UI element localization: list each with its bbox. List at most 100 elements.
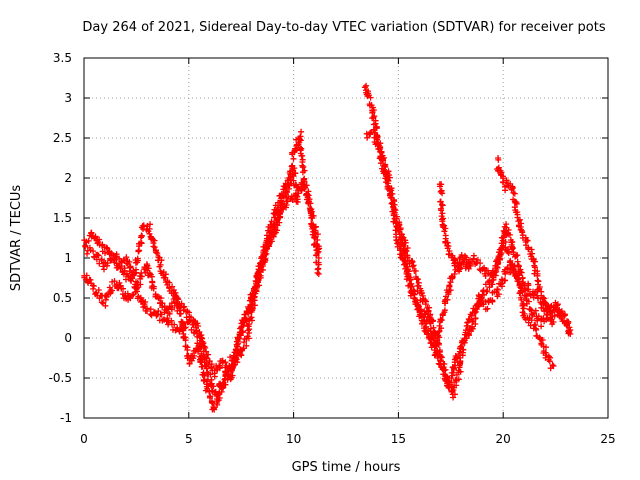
data-point — [120, 285, 126, 292]
data-point — [449, 372, 456, 379]
data-point — [171, 321, 178, 328]
data-point — [102, 302, 109, 309]
data-point — [302, 184, 309, 191]
data-point — [137, 281, 144, 288]
data-point — [253, 287, 260, 293]
data-point — [505, 250, 512, 256]
data-point — [436, 334, 443, 341]
series-track-8 — [494, 155, 574, 337]
data-point — [217, 363, 223, 370]
data-point — [279, 199, 286, 206]
data-point — [138, 273, 145, 280]
x-tick-label: 10 — [286, 432, 301, 446]
data-point — [186, 318, 193, 325]
data-point — [124, 290, 131, 297]
data-point — [530, 258, 537, 265]
data-point — [311, 234, 318, 240]
data-point — [158, 257, 165, 264]
data-point — [439, 190, 446, 197]
data-point — [297, 137, 304, 144]
y-tick-label: 3 — [64, 91, 72, 105]
data-point — [154, 250, 161, 257]
data-point — [235, 335, 241, 342]
data-point — [418, 312, 425, 319]
data-point — [484, 288, 491, 294]
data-point — [293, 193, 300, 199]
data-point — [210, 383, 217, 390]
data-point — [309, 225, 316, 232]
data-point — [444, 245, 451, 252]
data-point — [535, 278, 542, 285]
data-point — [522, 234, 529, 241]
data-point — [292, 145, 298, 152]
data-point — [557, 309, 564, 316]
data-point — [372, 130, 379, 136]
data-point — [147, 306, 154, 313]
x-tick-label: 15 — [391, 432, 406, 446]
data-point — [195, 348, 201, 355]
data-point — [104, 260, 111, 267]
data-point — [138, 234, 144, 241]
data-point — [460, 346, 467, 353]
data-point — [532, 307, 539, 314]
data-point — [372, 120, 379, 127]
data-point — [369, 109, 376, 116]
data-point — [446, 283, 453, 290]
y-tick-label: 0 — [64, 331, 72, 345]
data-point — [151, 244, 158, 251]
data-point — [409, 263, 416, 270]
data-point — [470, 252, 477, 259]
data-point — [542, 349, 549, 356]
data-point — [123, 254, 130, 261]
data-point — [166, 279, 173, 286]
data-point — [410, 287, 417, 294]
data-point — [168, 317, 175, 324]
data-point — [494, 259, 501, 265]
data-point — [395, 225, 402, 232]
data-point — [538, 323, 545, 330]
x-axis-label: GPS time / hours — [292, 460, 401, 475]
axis-ticks: -1 -0.5 0 0.5 1 1.5 2 2.5 3 3.5 0 5 10 15 20 25 — [49, 51, 616, 446]
data-point — [246, 321, 253, 328]
data-point — [258, 264, 265, 271]
data-point — [554, 302, 561, 309]
data-point — [308, 221, 315, 228]
data-point — [439, 202, 446, 209]
data-point — [390, 212, 397, 219]
data-point — [222, 371, 229, 378]
data-point — [140, 222, 147, 229]
data-point — [411, 291, 418, 298]
data-point — [111, 278, 118, 285]
data-point — [564, 318, 570, 325]
data-point — [518, 283, 525, 289]
data-point — [486, 278, 493, 284]
data-point — [205, 383, 212, 390]
data-point — [543, 344, 549, 351]
data-point — [484, 305, 491, 312]
data-point — [101, 266, 107, 273]
data-point — [438, 354, 445, 361]
data-point — [452, 257, 458, 263]
data-point — [257, 260, 263, 267]
data-point — [146, 270, 153, 277]
data-point — [447, 287, 454, 294]
data-point — [315, 271, 322, 277]
data-point — [230, 352, 237, 359]
data-point — [478, 295, 485, 302]
data-point — [446, 379, 453, 386]
data-point — [472, 308, 479, 315]
data-point — [98, 299, 105, 306]
data-point — [404, 245, 411, 251]
data-point — [203, 378, 210, 385]
data-point — [373, 123, 380, 130]
data-point — [461, 339, 468, 346]
data-point — [455, 376, 462, 383]
data-point — [186, 309, 192, 316]
data-point — [414, 276, 421, 283]
data-point — [546, 358, 553, 365]
data-point — [375, 140, 382, 147]
data-point — [492, 272, 499, 279]
data-point — [243, 342, 250, 349]
data-point — [524, 237, 531, 244]
data-point — [534, 295, 541, 302]
